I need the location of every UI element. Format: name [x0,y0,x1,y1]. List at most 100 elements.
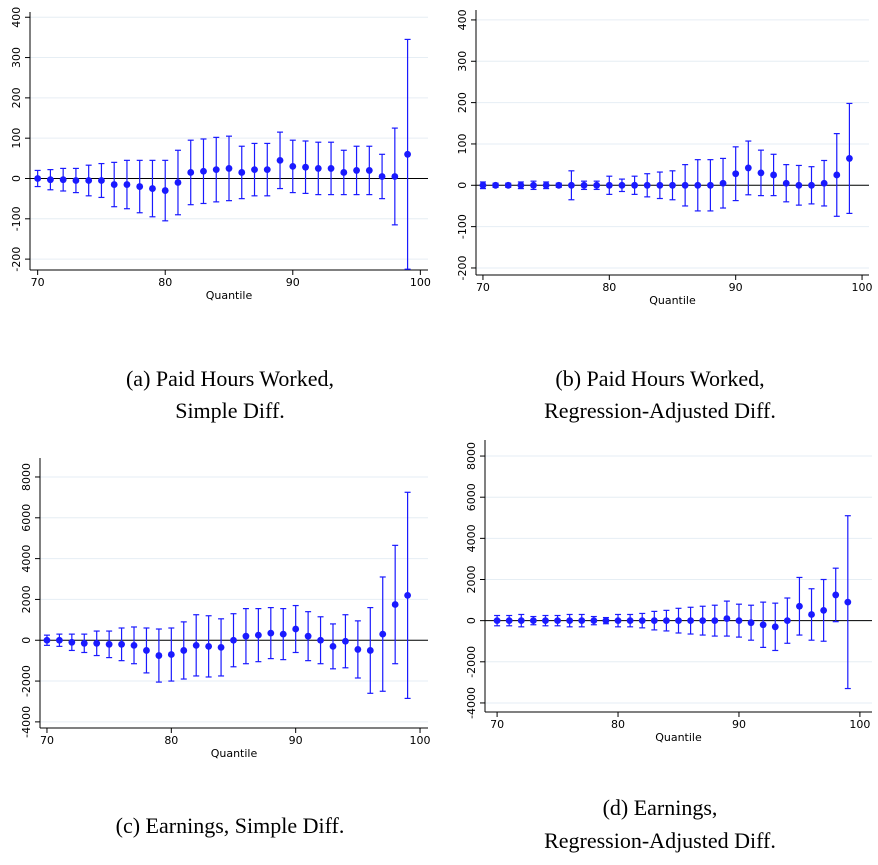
point [276,156,284,164]
point [602,617,610,625]
point [292,625,300,633]
x-tick-label: 100 [849,718,870,731]
point [833,171,841,179]
point [771,623,779,631]
point [354,646,362,653]
y-tick-label: 400 [10,7,23,28]
point [353,167,360,174]
point [578,617,586,625]
point [304,632,312,640]
x-tick-label: 70 [40,734,54,747]
point [80,639,88,647]
point [263,166,271,174]
point [669,181,676,189]
x-tick-label: 80 [602,281,616,294]
point [832,591,840,599]
point [605,181,613,189]
point [118,640,125,648]
x-tick-label: 90 [286,276,300,289]
point [404,150,411,158]
point [580,181,588,189]
point [205,642,213,650]
y-tick-label: 300 [10,47,23,68]
x-tick-label: 90 [289,734,303,747]
point [844,598,852,606]
x-tick-label: 80 [164,734,178,747]
y-tick-label: 400 [456,9,469,30]
y-tick-label: 8000 [465,442,478,470]
point [699,617,707,625]
x-axis-label: Quantile [206,289,253,302]
x-tick-label: 90 [729,281,743,294]
point [505,617,513,625]
y-tick-label: 300 [456,51,469,72]
y-tick-label: 6000 [20,504,33,532]
point [530,181,537,189]
y-tick-label: 2000 [465,565,478,593]
point [707,181,714,189]
y-tick-label: 0 [10,175,23,182]
y-tick-label: -100 [456,214,469,239]
x-tick-label: 70 [31,276,45,289]
point [517,617,525,625]
point [136,183,144,190]
point [517,181,525,189]
point [820,606,828,614]
point [631,181,638,189]
point [47,176,54,184]
point [217,643,225,651]
point [719,179,727,187]
point [808,611,815,618]
point [555,181,563,189]
y-tick-label: 0 [20,637,33,644]
point [149,185,156,192]
point [782,179,790,187]
point [59,176,67,184]
point [554,617,561,625]
y-tick-label: 4000 [465,524,478,552]
y-tick-label: -100 [10,206,23,231]
y-tick-label: -200 [456,255,469,280]
point [796,602,803,610]
y-tick-label: -200 [10,247,23,272]
point [302,163,309,171]
point [155,652,163,659]
point [638,617,646,625]
point [723,615,731,622]
point [593,181,601,189]
y-tick-label: 100 [456,133,469,154]
point [230,636,237,644]
point [212,166,220,174]
point [759,621,767,629]
point [504,181,512,189]
y-tick-label: 0 [456,182,469,189]
point [626,617,634,625]
point [795,181,803,189]
point [317,636,324,644]
point [279,630,287,638]
point [542,181,550,189]
point [542,617,549,625]
point [663,617,670,625]
point [72,177,80,184]
y-tick-label: -2000 [465,646,478,678]
point [391,601,399,608]
x-tick-label: 70 [490,718,504,731]
point [242,632,250,640]
point [329,642,337,650]
caption: (c) Earnings, Simple Diff. [116,813,345,838]
point [56,636,63,644]
point [820,179,828,187]
y-tick-label: 0 [465,617,478,624]
y-tick-label: 200 [10,87,23,108]
y-tick-label: 200 [456,92,469,113]
point [656,181,664,189]
point [225,165,233,172]
x-tick-label: 80 [611,718,625,731]
y-tick-label: 8000 [20,463,33,491]
point [732,170,740,178]
point [687,617,694,625]
point [378,173,386,180]
point [200,167,207,175]
point [711,617,719,625]
